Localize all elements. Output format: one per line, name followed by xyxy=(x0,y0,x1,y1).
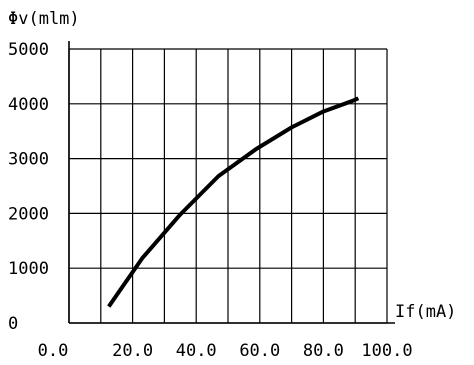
y-tick-label: 3000 xyxy=(8,150,49,170)
tick-labels: 0 1000 2000 3000 4000 5000 0.0 20.0 40.0 60.0 80.0… xyxy=(8,40,413,361)
series-line xyxy=(107,96,360,308)
x-tick-label: 80.0 xyxy=(303,341,344,361)
y-tick-label: 1000 xyxy=(8,259,49,279)
y-tick-label: 5000 xyxy=(8,40,49,60)
x-tick-label: 0.0 xyxy=(38,341,69,361)
y-tick-label: 0 xyxy=(8,314,18,334)
grid xyxy=(68,48,388,324)
x-tick-label: 60.0 xyxy=(239,341,280,361)
y-axis-title: Φv(mlm) xyxy=(8,9,80,29)
x-axis-title: If(mA) xyxy=(395,302,456,322)
y-tick-label: 4000 xyxy=(8,95,49,115)
y-tick-label: 2000 xyxy=(8,204,49,224)
x-tick-label: 20.0 xyxy=(112,341,153,361)
x-tick-label: 100.0 xyxy=(361,341,412,361)
series xyxy=(107,96,360,308)
axes xyxy=(68,41,395,324)
x-tick-label: 40.0 xyxy=(176,341,217,361)
